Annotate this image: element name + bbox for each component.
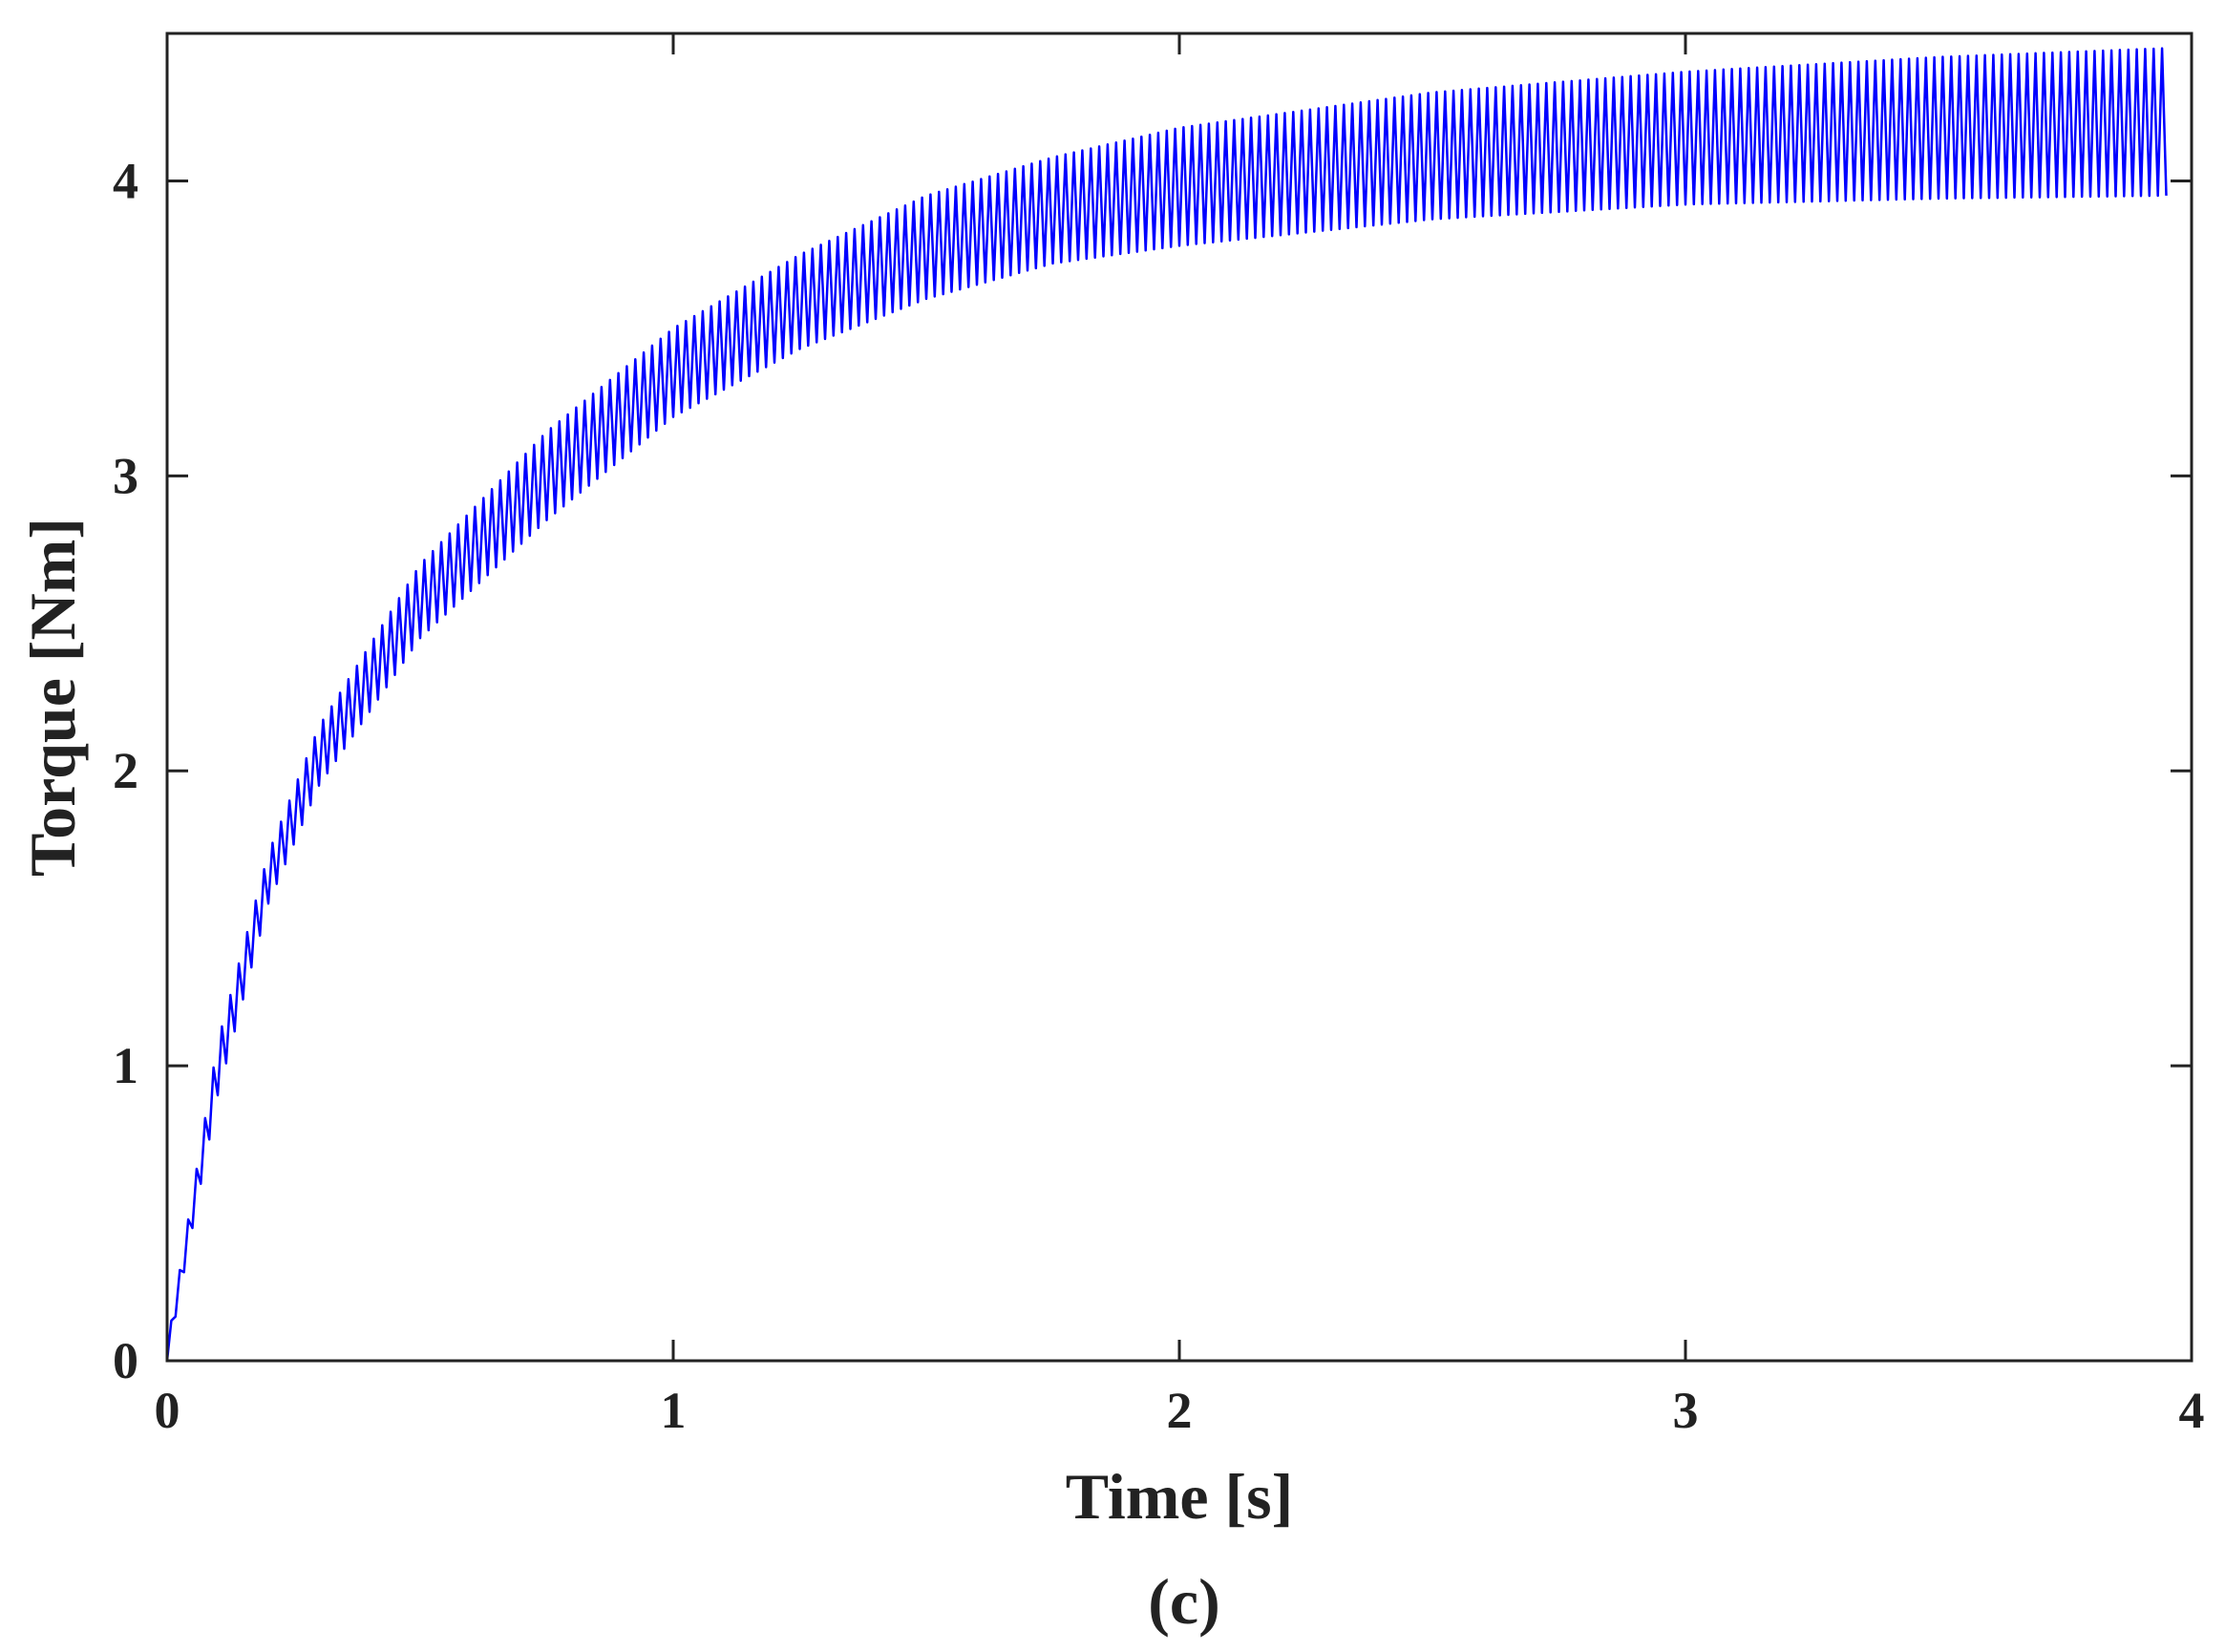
y-tick-label: 3 (113, 447, 138, 504)
y-axis-title: Torque [Nm] (16, 518, 89, 877)
tick-layer: 0 1 2 3 4 0 1 2 3 4 (113, 33, 2205, 1439)
data-layer (165, 47, 2168, 1362)
x-tick-label: 1 (661, 1382, 687, 1439)
x-tick-label: 2 (1167, 1382, 1193, 1439)
x-tick-label: 3 (1673, 1382, 1699, 1439)
x-tick-label: 0 (155, 1382, 180, 1439)
x-tick-label: 4 (2179, 1382, 2205, 1439)
y-tick-label: 0 (113, 1332, 138, 1389)
y-tick-label: 4 (113, 152, 138, 209)
x-axis-title: Time [s] (1066, 1460, 1294, 1533)
y-tick-label: 1 (113, 1037, 138, 1094)
torque-series-line (165, 47, 2168, 1362)
y-tick-label: 2 (113, 742, 138, 799)
figure-caption: (c) (1148, 1565, 1219, 1638)
